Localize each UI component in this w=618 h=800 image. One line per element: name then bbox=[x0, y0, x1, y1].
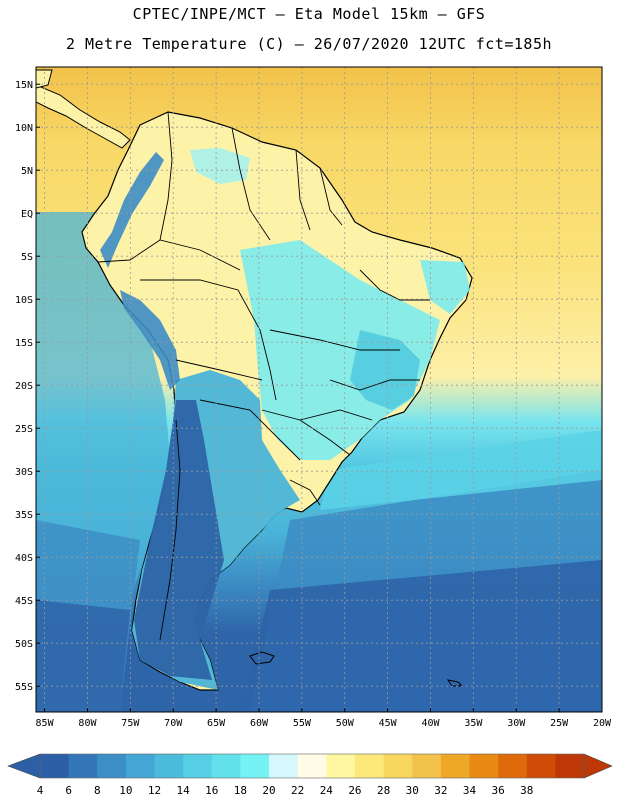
lat-label: 35S bbox=[15, 510, 33, 521]
colorbar-swatch bbox=[469, 754, 499, 778]
lat-label: 55S bbox=[15, 682, 33, 693]
lat-label: 50S bbox=[15, 639, 33, 650]
title-line-2: 2 Metre Temperature (C) – 26/07/2020 12U… bbox=[65, 35, 553, 53]
colorbar-swatches bbox=[7, 753, 613, 779]
lon-label: 50W bbox=[336, 718, 355, 729]
central-america-north bbox=[36, 69, 53, 89]
andes-cold bbox=[134, 400, 224, 680]
lon-label: 80W bbox=[78, 718, 97, 729]
lat-label: 20S bbox=[15, 381, 33, 392]
central-america bbox=[36, 84, 131, 149]
colorbar-swatch bbox=[354, 754, 385, 778]
atlantic-mid-zone bbox=[320, 430, 602, 510]
colorbar-label: 16 bbox=[205, 784, 218, 797]
colorbar-swatch bbox=[240, 754, 270, 778]
lon-label: 20W bbox=[593, 718, 612, 729]
southern-ocean bbox=[36, 600, 130, 712]
colorbar-swatch bbox=[498, 754, 528, 778]
colorbar-swatch bbox=[440, 754, 470, 778]
lon-label: 70W bbox=[164, 718, 183, 729]
lon-label: 45W bbox=[379, 718, 398, 729]
temperature-map: 15N 10N 5N EQ 5S 10S 15S 20S 25S 30S 35S 40S 45S 50S 5… bbox=[15, 66, 612, 729]
northeast-brazil-cool bbox=[420, 260, 470, 314]
lat-label: 5N bbox=[21, 166, 33, 177]
colorbar-label: 14 bbox=[177, 784, 191, 797]
colorbar-label: 6 bbox=[65, 784, 72, 797]
atlantic-south-cold bbox=[240, 560, 602, 712]
lat-label: 40S bbox=[15, 553, 33, 564]
title-line-1: CPTEC/INPE/MCT – Eta Model 15km – GFS bbox=[132, 5, 486, 23]
colorbar-swatch bbox=[125, 754, 156, 778]
colorbar-label: 26 bbox=[348, 784, 361, 797]
lon-label: 30W bbox=[507, 718, 526, 729]
falkland-islands bbox=[249, 651, 275, 665]
colorbar-label: 22 bbox=[291, 784, 304, 797]
lat-label: EQ bbox=[21, 209, 33, 220]
map-frame bbox=[35, 66, 603, 713]
colorbar-labels: 4 6 8 10 12 14 16 18 20 22 24 26 28 30 32 34 36 38 bbox=[37, 784, 534, 797]
lon-label: 35W bbox=[464, 718, 483, 729]
lat-label: 30S bbox=[15, 467, 33, 478]
colorbar-swatch bbox=[40, 754, 70, 778]
colorbar-frame bbox=[39, 753, 585, 779]
lat-label: 15N bbox=[15, 80, 33, 91]
lon-label: 55W bbox=[293, 718, 312, 729]
colorbar-label: 4 bbox=[37, 784, 44, 797]
colorbar-label: 30 bbox=[406, 784, 419, 797]
colorbar-swatch bbox=[526, 754, 556, 778]
lon-label: 60W bbox=[250, 718, 269, 729]
latitude-labels: 15N 10N 5N EQ 5S 10S 15S 20S 25S 30S 35S 40S 45S 50S 5… bbox=[15, 80, 40, 693]
colorbar-label: 36 bbox=[491, 784, 504, 797]
lon-label: 75W bbox=[121, 718, 140, 729]
colorbar-label: 24 bbox=[320, 784, 334, 797]
andes-north-cold bbox=[100, 152, 164, 268]
lat-label: 15S bbox=[15, 338, 33, 349]
lat-label: 45S bbox=[15, 596, 33, 607]
longitude-labels: 85W 80W 75W 70W 65W 60W 55W 50W 45W 40W 35W 30W 25W 2… bbox=[36, 708, 612, 729]
country-borders bbox=[97, 111, 430, 641]
colorbar-swatch bbox=[68, 754, 98, 778]
colorbar-swatch bbox=[297, 754, 327, 778]
lon-label: 40W bbox=[421, 718, 440, 729]
colorbar-swatch bbox=[183, 754, 213, 778]
colorbar-label: 32 bbox=[434, 784, 447, 797]
colorbar-label: 20 bbox=[262, 784, 275, 797]
lon-label: 25W bbox=[550, 718, 569, 729]
colorbar-label: 12 bbox=[148, 784, 161, 797]
map-area bbox=[36, 67, 602, 712]
andes-central-cold bbox=[120, 290, 180, 390]
colorbar-swatch bbox=[269, 754, 299, 778]
lon-label: 65W bbox=[207, 718, 226, 729]
colorbar-swatch bbox=[97, 754, 127, 778]
colorbar-label: 28 bbox=[377, 784, 390, 797]
lat-label: 10S bbox=[15, 295, 33, 306]
colorbar-label: 8 bbox=[94, 784, 101, 797]
colorbar-label: 34 bbox=[463, 784, 477, 797]
colorbar-swatch bbox=[326, 754, 356, 778]
colorbar-swatch bbox=[412, 754, 442, 778]
venezuela-cool bbox=[190, 148, 250, 184]
lon-label: 85W bbox=[36, 718, 55, 729]
colorbar-label: 10 bbox=[119, 784, 132, 797]
lat-label: 25S bbox=[15, 424, 33, 435]
colorbar-label: 38 bbox=[520, 784, 533, 797]
lat-label: 5S bbox=[21, 252, 33, 263]
colorbar-over-arrow bbox=[583, 753, 613, 779]
colorbar-under-arrow bbox=[7, 753, 41, 779]
colorbar-swatch bbox=[211, 754, 241, 778]
colorbar-label: 18 bbox=[234, 784, 247, 797]
lat-label: 10N bbox=[15, 123, 33, 134]
colorbar-swatch bbox=[555, 754, 585, 778]
colorbar-swatch bbox=[383, 754, 413, 778]
colorbar-swatch bbox=[154, 754, 184, 778]
lat-lon-grid bbox=[36, 67, 602, 712]
